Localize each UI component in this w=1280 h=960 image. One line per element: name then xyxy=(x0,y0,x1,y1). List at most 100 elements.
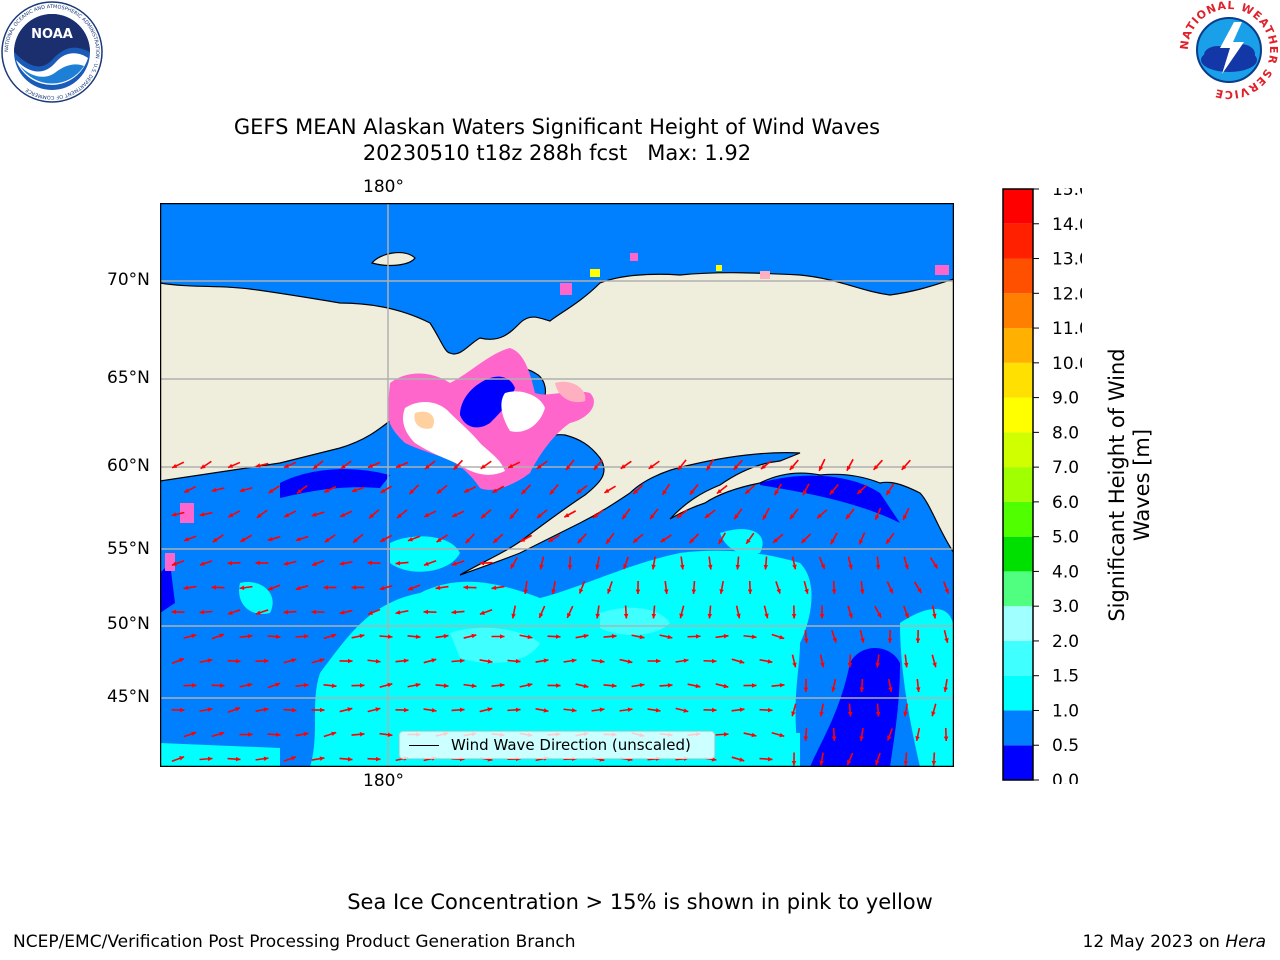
wind-arrow-head xyxy=(651,564,656,570)
footer-machine: Hera xyxy=(1225,932,1266,952)
colorbar-tick-label: 12.0 xyxy=(1052,284,1082,304)
wind-arrow-head xyxy=(227,610,233,615)
wind-arrow-head xyxy=(767,756,773,762)
wind-arrow-head xyxy=(424,512,430,517)
wind-arrow-head xyxy=(804,588,809,594)
wind-arrow-head xyxy=(762,514,768,520)
wind-arrow-head xyxy=(723,732,729,737)
wind-arrow-head xyxy=(380,537,386,542)
wind-arrow-head xyxy=(848,613,853,619)
wind-arrow-head xyxy=(819,760,824,766)
wind-arrow-head xyxy=(303,731,309,737)
wind-arrow-head xyxy=(751,634,757,639)
wind-arrow-head xyxy=(312,464,318,470)
footer-date-text: 12 May 2023 on xyxy=(1082,932,1220,952)
wind-arrow-head xyxy=(801,538,807,544)
wind-arrow-head xyxy=(453,464,459,470)
colorbar-segment xyxy=(1003,293,1033,329)
wind-arrow-head xyxy=(847,759,852,765)
wind-arrow-head xyxy=(191,633,197,639)
wind-arrow-head xyxy=(324,537,330,543)
wind-arrow-head xyxy=(599,707,605,712)
wind-arrow-head xyxy=(648,464,654,469)
wind-arrow-head xyxy=(351,487,357,493)
wind-arrow-head xyxy=(745,489,750,494)
wind-arrow-head xyxy=(679,613,684,619)
wind-arrow-head xyxy=(471,683,477,689)
wind-arrow-head xyxy=(676,513,682,519)
wind-arrow-head xyxy=(479,610,485,615)
wind-arrow-head xyxy=(723,633,729,639)
wind-arrow-head xyxy=(183,585,189,591)
wind-arrow-head xyxy=(847,662,853,668)
wind-arrow-head xyxy=(515,658,521,664)
wind-arrow-head xyxy=(536,464,542,469)
wind-arrow-head xyxy=(803,736,809,741)
wind-arrow-head xyxy=(887,735,892,741)
wind-arrow-head xyxy=(403,707,409,713)
lon-label-top: 180° xyxy=(363,177,404,197)
wind-arrow-head xyxy=(857,489,863,494)
wind-arrow-head xyxy=(395,463,401,468)
wind-arrow-head xyxy=(340,512,346,517)
sea-ice-note: Sea Ice Concentration > 15% is shown in … xyxy=(347,890,933,914)
wind-arrow-head xyxy=(607,588,612,594)
wind-arrow-head xyxy=(487,659,493,664)
wind-arrow-head xyxy=(275,732,281,737)
wind-arrow-head xyxy=(875,564,881,570)
legend-label: Wind Wave Direction (unscaled) xyxy=(451,736,691,754)
wind-arrow-head xyxy=(779,683,785,688)
wind-arrow-head xyxy=(359,633,365,639)
wind-arrow-head xyxy=(247,682,253,688)
wind-arrow-head xyxy=(510,563,515,569)
wind-arrow-head xyxy=(543,708,549,713)
wind-arrow-head xyxy=(876,612,882,618)
wind-arrow-head xyxy=(859,589,865,594)
wind-arrow-head xyxy=(347,707,353,712)
wind-arrow-head xyxy=(583,683,589,689)
wind-arrow-head xyxy=(431,658,437,663)
wind-arrow-head xyxy=(199,512,205,517)
wind-arrow-head xyxy=(527,682,533,688)
wind-arrow-head xyxy=(339,561,345,566)
colorbar-segment xyxy=(1003,189,1033,224)
wind-arrow-head xyxy=(247,634,253,639)
wind-arrow-head xyxy=(239,487,245,493)
wind-arrow-head xyxy=(539,612,544,618)
map-frame xyxy=(160,203,954,767)
wind-arrow-head xyxy=(830,539,835,545)
wind-arrow-head xyxy=(228,463,234,468)
wind-arrow-head xyxy=(583,633,589,639)
wind-arrow-head xyxy=(903,711,908,717)
wind-arrow-head xyxy=(451,609,457,615)
wind-arrow-head xyxy=(819,465,824,471)
colorbar: 0.0 0.5 1.0 1.5 2.0 3.0 4.0 5.0 6.0 7.0 8.0 9.0 10.0… xyxy=(1002,188,1082,784)
wind-arrow-head xyxy=(347,756,353,762)
wind-arrow-head xyxy=(359,732,365,737)
wind-arrow-head xyxy=(875,514,880,520)
wind-arrow-head xyxy=(623,613,629,619)
wind-arrow-head xyxy=(228,512,234,518)
wind-arrow-head xyxy=(571,707,577,713)
wind-arrow-head xyxy=(493,538,499,543)
wind-arrow-head xyxy=(565,465,571,471)
wind-arrow-head xyxy=(860,637,865,643)
wind-arrow-head xyxy=(723,683,729,689)
wind-arrow-head xyxy=(451,561,457,566)
wind-arrow-head xyxy=(323,585,328,590)
wind-arrow-head xyxy=(431,708,437,713)
wind-arrow-head xyxy=(747,589,753,594)
wind-arrow-head xyxy=(689,538,695,544)
wind-arrow-head xyxy=(635,589,641,594)
wind-arrow-head xyxy=(803,638,809,643)
wind-arrow-head xyxy=(395,560,401,566)
wind-arrow-head xyxy=(627,707,633,712)
wind-arrow-head xyxy=(172,463,178,468)
wind-arrow-head xyxy=(639,634,645,640)
lat-label-60: 60°N xyxy=(107,456,150,476)
wind-arrow-head xyxy=(256,513,262,518)
wind-arrow-head xyxy=(579,588,584,594)
wind-arrow-head xyxy=(511,613,516,619)
wind-arrow-head xyxy=(191,683,197,688)
wind-arrow-head xyxy=(263,707,269,712)
